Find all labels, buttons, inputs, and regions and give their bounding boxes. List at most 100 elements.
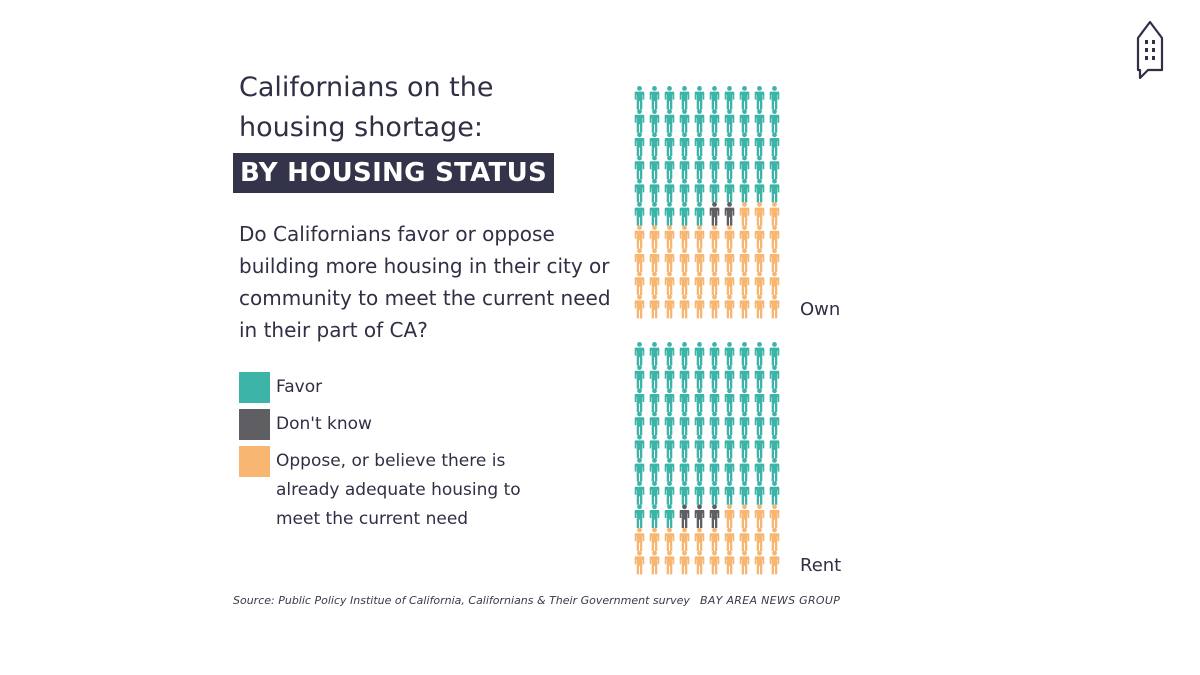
legend-item-dont-know: Don't know bbox=[239, 409, 521, 440]
person-icon-favor bbox=[649, 109, 660, 133]
person-icon-oppose bbox=[634, 271, 645, 296]
person-icon-oppose bbox=[769, 248, 780, 272]
person-icon-dont-know bbox=[694, 504, 705, 528]
person-icon-oppose bbox=[649, 550, 660, 575]
person-icon-favor bbox=[739, 411, 750, 436]
person-icon-favor bbox=[769, 434, 780, 459]
person-icon-favor bbox=[739, 458, 750, 482]
person-icon-oppose bbox=[664, 225, 675, 249]
person-icon-oppose bbox=[709, 527, 720, 552]
legend-label-line: Don't know bbox=[276, 414, 372, 434]
person-icon-favor bbox=[679, 388, 690, 412]
person-icon-oppose bbox=[664, 294, 675, 319]
person-icon-favor bbox=[769, 86, 780, 110]
person-icon-favor bbox=[739, 178, 750, 203]
person-icon-favor bbox=[724, 458, 735, 482]
person-icon-favor bbox=[769, 388, 780, 412]
person-icon-favor bbox=[709, 178, 720, 203]
person-icon-oppose bbox=[709, 248, 720, 272]
person-icon-favor bbox=[634, 202, 645, 226]
person-icon-favor bbox=[679, 178, 690, 203]
person-icon-favor bbox=[664, 86, 675, 110]
legend-label-line: already adequate housing to bbox=[276, 480, 521, 500]
person-icon-oppose bbox=[649, 527, 660, 552]
person-icon-favor bbox=[724, 132, 735, 156]
person-icon-favor bbox=[739, 365, 750, 389]
person-icon-favor bbox=[739, 132, 750, 156]
person-icon-dont-know bbox=[709, 202, 720, 226]
person-icon-favor bbox=[664, 155, 675, 180]
person-icon-favor bbox=[649, 388, 660, 412]
person-icon-favor bbox=[724, 178, 735, 203]
person-icon-oppose bbox=[739, 527, 750, 552]
legend-swatch bbox=[239, 372, 270, 403]
person-icon-oppose bbox=[709, 225, 720, 249]
building-speech-icon bbox=[1136, 20, 1164, 80]
person-icon-oppose bbox=[769, 294, 780, 319]
person-icon-favor bbox=[739, 155, 750, 180]
person-icon-favor bbox=[694, 86, 705, 110]
legend-label: Favor bbox=[276, 372, 521, 402]
person-icon-favor bbox=[739, 86, 750, 110]
person-icon-favor bbox=[769, 411, 780, 436]
person-icon-favor bbox=[769, 458, 780, 482]
person-icon-oppose bbox=[694, 294, 705, 319]
person-icon-favor bbox=[634, 132, 645, 156]
person-icon-oppose bbox=[769, 504, 780, 528]
person-icon-favor bbox=[649, 481, 660, 505]
person-icon-favor bbox=[769, 178, 780, 203]
person-icon-oppose bbox=[769, 527, 780, 552]
person-icon-favor bbox=[709, 342, 720, 366]
person-icon-oppose bbox=[754, 504, 765, 528]
person-icon-oppose bbox=[724, 504, 735, 528]
person-icon-favor bbox=[754, 155, 765, 180]
person-icon-favor bbox=[664, 411, 675, 436]
person-icon-favor bbox=[769, 155, 780, 180]
group-label-own: Own bbox=[800, 299, 840, 320]
person-icon-favor bbox=[664, 458, 675, 482]
person-icon-oppose bbox=[709, 550, 720, 575]
person-icon-favor bbox=[649, 155, 660, 180]
person-icon-oppose bbox=[694, 527, 705, 552]
person-icon-favor bbox=[649, 434, 660, 459]
person-icon-favor bbox=[694, 178, 705, 203]
person-icon-favor bbox=[724, 388, 735, 412]
legend-item-favor: Favor bbox=[239, 372, 521, 403]
person-icon-favor bbox=[664, 481, 675, 505]
person-icon-favor bbox=[634, 86, 645, 110]
person-icon-favor bbox=[649, 202, 660, 226]
person-icon-favor bbox=[694, 202, 705, 226]
person-icon-dont-know bbox=[709, 504, 720, 528]
source-note: Source: Public Policy Institue of Califo… bbox=[233, 594, 690, 607]
legend-label: Don't know bbox=[276, 409, 521, 439]
person-icon-dont-know bbox=[679, 504, 690, 528]
title-line: Californians on the bbox=[239, 72, 494, 103]
person-icon-oppose bbox=[679, 248, 690, 272]
person-icon-oppose bbox=[769, 225, 780, 249]
person-icon-oppose bbox=[634, 527, 645, 552]
person-icon-oppose bbox=[649, 248, 660, 272]
person-icon-favor bbox=[679, 132, 690, 156]
person-icon-favor bbox=[649, 458, 660, 482]
person-icon-favor bbox=[724, 155, 735, 180]
legend-swatch bbox=[239, 409, 270, 440]
person-icon-favor bbox=[634, 481, 645, 505]
person-icon-oppose bbox=[724, 550, 735, 575]
person-icon-oppose bbox=[769, 550, 780, 575]
person-icon-favor bbox=[709, 365, 720, 389]
person-icon-favor bbox=[724, 342, 735, 366]
person-icon-oppose bbox=[739, 202, 750, 226]
person-icon-favor bbox=[694, 365, 705, 389]
person-icon-favor bbox=[754, 365, 765, 389]
person-icon-favor bbox=[664, 132, 675, 156]
person-icon-favor bbox=[769, 132, 780, 156]
person-icon-favor bbox=[649, 86, 660, 110]
person-icon-favor bbox=[739, 434, 750, 459]
person-icon-favor bbox=[679, 458, 690, 482]
person-icon-favor bbox=[739, 109, 750, 133]
person-icon-favor bbox=[694, 434, 705, 459]
person-icon-oppose bbox=[739, 294, 750, 319]
legend-swatch bbox=[239, 446, 270, 477]
person-icon-favor bbox=[769, 109, 780, 133]
person-icon-oppose bbox=[754, 225, 765, 249]
